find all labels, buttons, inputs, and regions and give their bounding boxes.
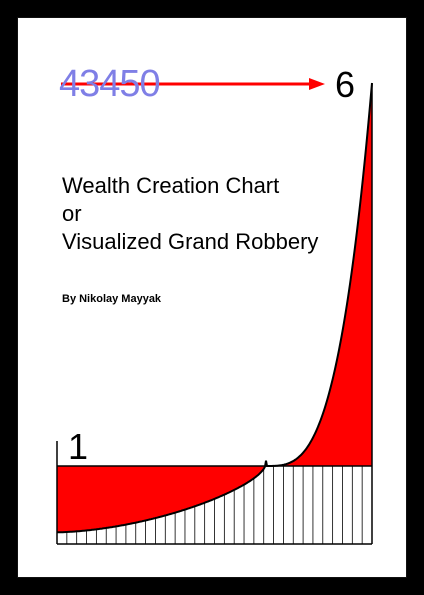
wealth-curve-line [57,82,373,534]
author-byline: By Nikolay Mayyak [62,293,162,305]
book-cover-page: 43450 6 1 Wealth Creation Chart or Visua… [17,17,407,578]
book-title: Wealth Creation Chart or Visualized Gran… [62,172,318,256]
baseline-number: 1 [68,426,89,467]
wealth-curve-chart [56,78,373,545]
red-fill-left [57,460,266,533]
title-line-1: Wealth Creation Chart [62,173,280,198]
start-number: 43450 [59,63,161,105]
title-line-3: Visualized Grand Robbery [62,229,319,254]
end-number: 6 [335,64,356,105]
arrow-head [309,78,325,90]
red-fill-right [266,83,372,466]
title-line-2: or [62,201,82,226]
